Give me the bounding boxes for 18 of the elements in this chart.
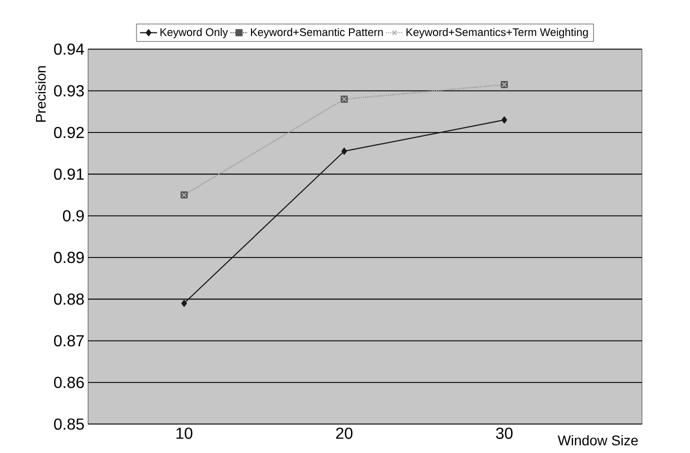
y-tick-label: 0.86 xyxy=(54,376,84,388)
legend-label: Keyword+Semantics+Term Weighting xyxy=(406,28,588,38)
y-tick-label: 0.94 xyxy=(54,43,84,55)
x-tick-label: 10 xyxy=(176,428,192,439)
y-tick-label: 0.91 xyxy=(54,168,84,180)
legend-label: Keyword+Semantic Pattern xyxy=(251,28,383,38)
legend-label: Keyword Only xyxy=(160,28,228,38)
y-tick-label: 0.88 xyxy=(54,293,84,305)
y-tick-label: 0.92 xyxy=(54,126,84,138)
x-tick-label: 30 xyxy=(496,428,513,439)
x-axis-title: Window Size xyxy=(558,435,638,446)
y-tick-label: 0.85 xyxy=(54,418,84,430)
y-axis-title: Precision xyxy=(35,66,46,122)
y-tick-label: 0.89 xyxy=(54,252,84,264)
y-tick-label: 0.87 xyxy=(54,335,84,346)
y-tick-label: 0.9 xyxy=(62,210,84,222)
y-tick-label: 0.93 xyxy=(54,85,84,96)
x-tick-label: 20 xyxy=(336,428,352,439)
